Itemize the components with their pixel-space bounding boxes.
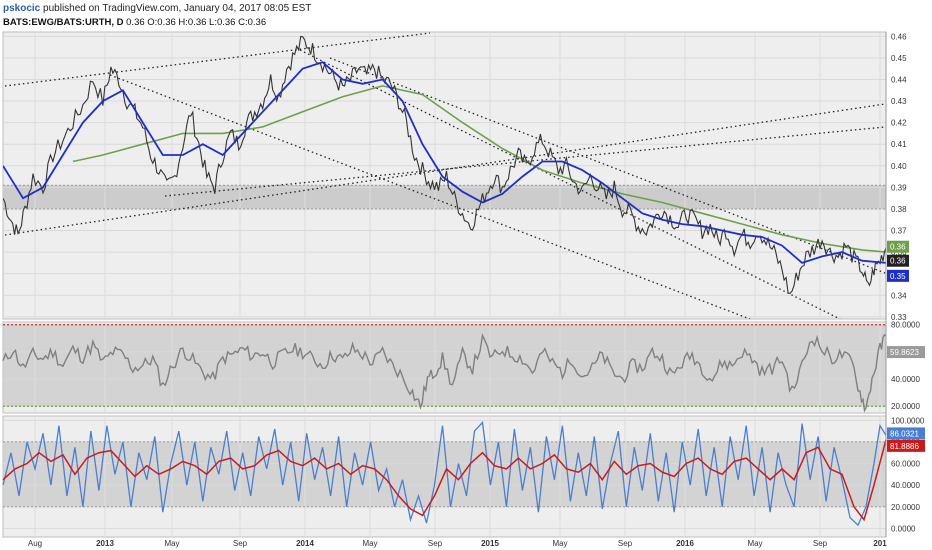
x-tick-label: May (362, 539, 377, 548)
x-tick-label: May (164, 539, 179, 548)
x-tick-label: 201 (873, 539, 887, 548)
stoch-tick-label: 20.0000 (891, 503, 920, 512)
price-last-value-label: 0.36 (890, 257, 906, 266)
x-tick-label: 2013 (96, 539, 114, 548)
x-tick-label: 2015 (481, 539, 499, 548)
x-tick-label: Sep (233, 539, 248, 548)
price-line (3, 35, 886, 294)
symbol-name: BATS:EWG/BATS:URTH, D (3, 17, 124, 28)
stoch-k-line (2, 421, 887, 527)
ohlc-values: 0.36 O:0.36 H:0.36 L:0.36 C:0.36 (126, 17, 267, 28)
ma-slow-line (72, 85, 886, 253)
chart-header: pskocic published on TradingView.com, Ja… (3, 2, 311, 30)
x-tick-label: Aug (28, 539, 42, 548)
price-background (2, 31, 887, 320)
stoch-d-last-value-label: 81.8886 (890, 442, 919, 451)
trendline (109, 74, 751, 319)
stoch-tick-label: 40.0000 (891, 481, 920, 490)
publish-info: published on TradingView.com, January 04… (43, 3, 312, 14)
price-tick-label: 0.40 (891, 162, 907, 171)
stoch-tick-label: 60.0000 (891, 460, 920, 469)
rsi-tick-label: 80.0000 (891, 321, 920, 330)
price-last-value-label: 0.35 (890, 272, 906, 281)
trendline (4, 32, 431, 87)
stoch-d-line (2, 439, 887, 522)
price-tick-label: 0.41 (891, 140, 907, 149)
x-tick-label: Sep (428, 539, 443, 548)
x-tick-label: 2016 (676, 539, 694, 548)
x-tick-label: Sep (813, 539, 828, 548)
x-tick-label: May (747, 539, 762, 548)
price-tick-label: 0.34 (891, 291, 907, 300)
price-tick-label: 0.37 (891, 227, 907, 236)
price-tick-label: 0.33 (891, 313, 907, 322)
x-tick-label: May (552, 539, 567, 548)
price-series-group (3, 35, 886, 294)
stoch-tick-label: 100.0000 (891, 416, 925, 425)
price-tick-label: 0.38 (891, 205, 907, 214)
ma-fast-line (3, 61, 886, 264)
publish-line: pskocic published on TradingView.com, Ja… (3, 2, 311, 16)
rsi-line (2, 333, 887, 413)
price-tick-label: 0.39 (891, 183, 907, 192)
price-tick-label: 0.42 (891, 119, 907, 128)
price-last-value-label: 0.36 (890, 243, 906, 252)
rsi-last-value-box (887, 346, 925, 359)
x-tick-label: 2014 (296, 539, 314, 548)
rsi-last-value-label: 59.8623 (890, 348, 919, 357)
trendline (299, 49, 841, 319)
price-tick-label: 0.46 (891, 32, 907, 41)
stoch-tick-label: 0.0000 (891, 524, 916, 533)
price-tick-label: 0.44 (891, 75, 907, 84)
stoch-k-last-value-label: 86.0321 (890, 429, 919, 438)
price-tick-label: 0.43 (891, 97, 907, 106)
price-last-value-box (887, 269, 909, 282)
rsi-tick-label: 20.0000 (891, 402, 920, 411)
price-last-value-box (887, 254, 909, 267)
stoch-k-last-value-box (887, 427, 925, 440)
x-tick-label: Sep (618, 539, 633, 548)
price-band (3, 185, 886, 209)
author-link[interactable]: pskocic (3, 3, 41, 14)
rsi-tick-label: 40.0000 (891, 375, 920, 384)
price-tick-label: 0.45 (891, 54, 907, 63)
stoch-d-last-value-box (887, 439, 925, 452)
price-last-value-box (887, 240, 909, 253)
symbol-line: BATS:EWG/BATS:URTH, D 0.36 O:0.36 H:0.36… (3, 16, 311, 30)
